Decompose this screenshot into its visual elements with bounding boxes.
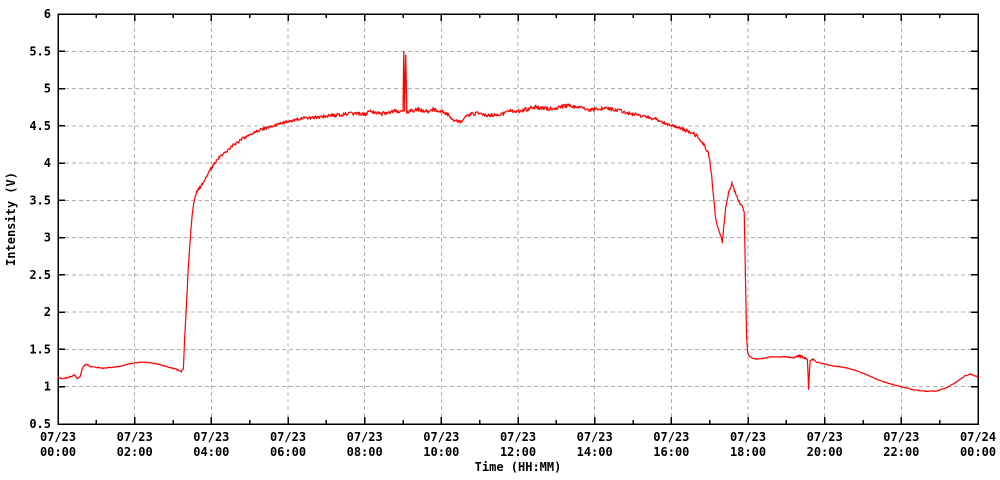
x-tick-label-time: 06:00 <box>270 445 306 459</box>
y-tick-label: 4.5 <box>29 119 51 133</box>
x-tick-label-date: 07/23 <box>883 430 919 444</box>
y-tick-label: 0.5 <box>29 417 51 431</box>
x-tick-label-date: 07/23 <box>500 430 536 444</box>
y-tick-label: 1 <box>44 380 51 394</box>
x-axis-title: Time (HH:MM) <box>475 460 562 474</box>
y-tick-label: 2.5 <box>29 268 51 282</box>
x-tick-label-date: 07/23 <box>653 430 689 444</box>
y-tick-label: 6 <box>44 7 51 21</box>
x-tick-label-date: 07/24 <box>960 430 996 444</box>
x-tick-label-time: 10:00 <box>423 445 459 459</box>
x-tick-label-date: 07/23 <box>807 430 843 444</box>
x-tick-label-time: 08:00 <box>347 445 383 459</box>
axis-label-layer: 0.511.522.533.544.555.5607/2300:0007/230… <box>29 7 996 459</box>
y-tick-label: 4 <box>44 156 51 170</box>
y-tick-label: 3.5 <box>29 193 51 207</box>
x-tick-label-date: 07/23 <box>577 430 613 444</box>
x-tick-label-time: 22:00 <box>883 445 919 459</box>
y-tick-label: 5.5 <box>29 44 51 58</box>
x-tick-label-time: 20:00 <box>807 445 843 459</box>
x-tick-label-time: 14:00 <box>577 445 613 459</box>
y-tick-label: 2 <box>44 305 51 319</box>
x-tick-label-date: 07/23 <box>423 430 459 444</box>
x-tick-label-time: 04:00 <box>193 445 229 459</box>
x-tick-label-time: 18:00 <box>730 445 766 459</box>
y-axis-title: Intensity (V) <box>4 172 18 266</box>
y-tick-label: 1.5 <box>29 342 51 356</box>
x-tick-label-time: 02:00 <box>117 445 153 459</box>
y-tick-label: 5 <box>44 82 51 96</box>
tick-layer <box>57 13 979 425</box>
plot-border <box>57 13 979 425</box>
x-tick-label-date: 07/23 <box>730 430 766 444</box>
x-tick-label-date: 07/23 <box>347 430 383 444</box>
x-tick-label-time: 00:00 <box>960 445 996 459</box>
x-tick-label-date: 07/23 <box>117 430 153 444</box>
grid-layer <box>58 14 978 424</box>
x-tick-label-date: 07/23 <box>270 430 306 444</box>
x-tick-label-time: 12:00 <box>500 445 536 459</box>
intensity-series-line <box>57 50 979 393</box>
x-tick-label-date: 07/23 <box>193 430 229 444</box>
y-tick-label: 3 <box>44 231 51 245</box>
x-tick-label-time: 16:00 <box>653 445 689 459</box>
x-tick-label-date: 07/23 <box>40 430 76 444</box>
x-tick-label-time: 00:00 <box>40 445 76 459</box>
